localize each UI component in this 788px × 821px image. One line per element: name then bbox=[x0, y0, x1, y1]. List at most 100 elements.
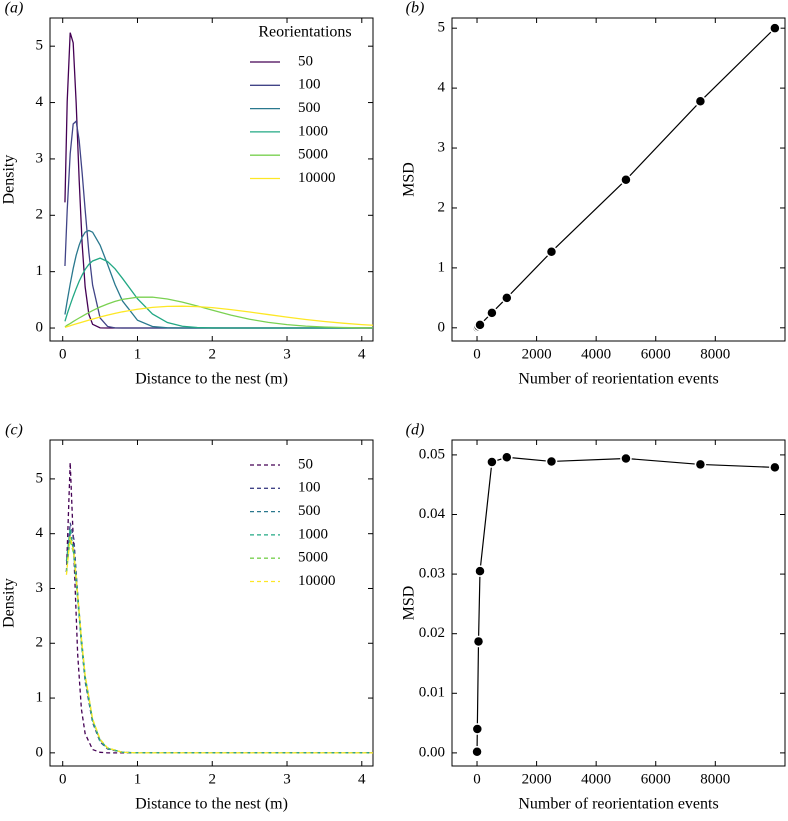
y-tick-label: 0.01 bbox=[419, 685, 445, 701]
axes-frame bbox=[451, 17, 786, 342]
series-line bbox=[64, 296, 374, 329]
x-tick-label: 2 bbox=[208, 771, 216, 787]
legend-label: 1000 bbox=[298, 123, 328, 139]
x-tick-label: 6000 bbox=[641, 771, 671, 787]
series-line bbox=[65, 539, 373, 754]
marker bbox=[474, 565, 486, 577]
series-line bbox=[64, 305, 374, 328]
marker bbox=[620, 174, 632, 186]
y-tick-label: 3 bbox=[36, 150, 44, 166]
y-axis-label: Density bbox=[1, 155, 18, 205]
y-tick-label: 5 bbox=[36, 38, 44, 54]
marker bbox=[769, 461, 781, 474]
legend-label: 1000 bbox=[298, 526, 328, 542]
legend-label: 500 bbox=[298, 100, 321, 116]
legend-label: 10000 bbox=[298, 170, 336, 186]
x-tick-label: 0 bbox=[473, 346, 481, 362]
y-tick-label: 5 bbox=[36, 470, 44, 486]
x-tick-label: 2000 bbox=[522, 771, 552, 787]
series-line bbox=[65, 462, 373, 754]
y-tick-label: 4 bbox=[438, 80, 446, 96]
x-tick-label: 8000 bbox=[700, 771, 730, 787]
legend-title: Reorientations bbox=[258, 24, 351, 41]
marker bbox=[769, 22, 781, 34]
x-tick-label: 8000 bbox=[700, 346, 730, 362]
legend-label: 5000 bbox=[298, 147, 328, 163]
x-tick-label: 2000 bbox=[522, 346, 552, 362]
marker bbox=[501, 292, 513, 304]
legend-label: 50 bbox=[298, 456, 313, 472]
marker bbox=[545, 245, 558, 258]
marker bbox=[486, 307, 498, 319]
y-axis-label: MSD bbox=[401, 162, 418, 197]
x-axis-label: Number of reorientation events bbox=[518, 796, 718, 813]
marker bbox=[471, 745, 483, 758]
x-tick-label: 0 bbox=[59, 771, 67, 787]
marker bbox=[472, 635, 485, 648]
y-tick-label: 0 bbox=[36, 319, 44, 335]
y-tick-label: 4 bbox=[36, 525, 44, 541]
marker bbox=[694, 458, 707, 471]
series-line bbox=[64, 257, 373, 329]
marker bbox=[471, 723, 484, 735]
legend-label: 50 bbox=[298, 53, 313, 69]
legend-label: 5000 bbox=[298, 550, 328, 566]
y-tick-label: 0.03 bbox=[419, 566, 445, 582]
x-tick-label: 4 bbox=[358, 771, 366, 787]
y-tick-label: 0.00 bbox=[419, 744, 445, 760]
y-axis-label: MSD bbox=[401, 586, 418, 621]
y-tick-label: 0.05 bbox=[419, 446, 445, 462]
y-tick-label: 2 bbox=[36, 207, 44, 223]
axes-frame bbox=[49, 17, 374, 342]
x-tick-label: 3 bbox=[283, 771, 291, 787]
x-tick-label: 6000 bbox=[641, 346, 671, 362]
y-tick-label: 3 bbox=[36, 580, 44, 596]
marker bbox=[620, 452, 632, 465]
x-tick-label: 4 bbox=[358, 346, 366, 362]
marker bbox=[694, 95, 707, 108]
y-tick-label: 0.02 bbox=[419, 625, 445, 641]
series-line bbox=[65, 536, 373, 754]
x-tick-label: 0 bbox=[473, 771, 481, 787]
y-tick-label: 2 bbox=[438, 199, 446, 215]
y-tick-label: 1 bbox=[36, 689, 44, 705]
marker bbox=[474, 319, 486, 331]
marker bbox=[545, 455, 558, 468]
x-axis-label: Number of reorientation events bbox=[518, 371, 718, 388]
axes-frame bbox=[451, 439, 786, 767]
legend-label: 100 bbox=[298, 480, 321, 496]
y-tick-label: 0 bbox=[438, 319, 446, 335]
x-tick-label: 4000 bbox=[581, 771, 611, 787]
y-tick-label: 3 bbox=[438, 139, 446, 155]
y-tick-label: 2 bbox=[36, 635, 44, 651]
y-tick-label: 4 bbox=[36, 94, 44, 110]
y-tick-label: 5 bbox=[438, 20, 446, 36]
x-axis-label: Distance to the nest (m) bbox=[135, 371, 288, 388]
panel-label: (c) bbox=[5, 422, 23, 439]
series-line bbox=[476, 456, 775, 752]
legend-label: 500 bbox=[298, 503, 321, 519]
x-axis-label: Distance to the nest (m) bbox=[135, 796, 288, 813]
series-line bbox=[65, 528, 373, 754]
x-tick-label: 4000 bbox=[581, 346, 611, 362]
series-line bbox=[64, 229, 373, 329]
marker bbox=[501, 451, 513, 464]
x-tick-label: 1 bbox=[134, 346, 142, 362]
series-line bbox=[65, 533, 373, 754]
panel-label: (a) bbox=[5, 0, 24, 17]
x-tick-label: 2 bbox=[208, 346, 216, 362]
y-tick-label: 0 bbox=[36, 744, 44, 760]
x-tick-label: 0 bbox=[59, 346, 67, 362]
legend-label: 10000 bbox=[298, 573, 336, 589]
panel-label: (b) bbox=[406, 0, 425, 17]
axes-frame bbox=[49, 439, 374, 767]
y-tick-label: 1 bbox=[36, 263, 44, 279]
y-tick-label: 0.04 bbox=[419, 506, 446, 522]
legend-label: 100 bbox=[298, 77, 321, 93]
marker bbox=[486, 456, 498, 468]
x-tick-label: 1 bbox=[134, 771, 142, 787]
x-tick-label: 3 bbox=[283, 346, 291, 362]
panel-label: (d) bbox=[406, 422, 425, 439]
y-axis-label: Density bbox=[1, 578, 18, 628]
